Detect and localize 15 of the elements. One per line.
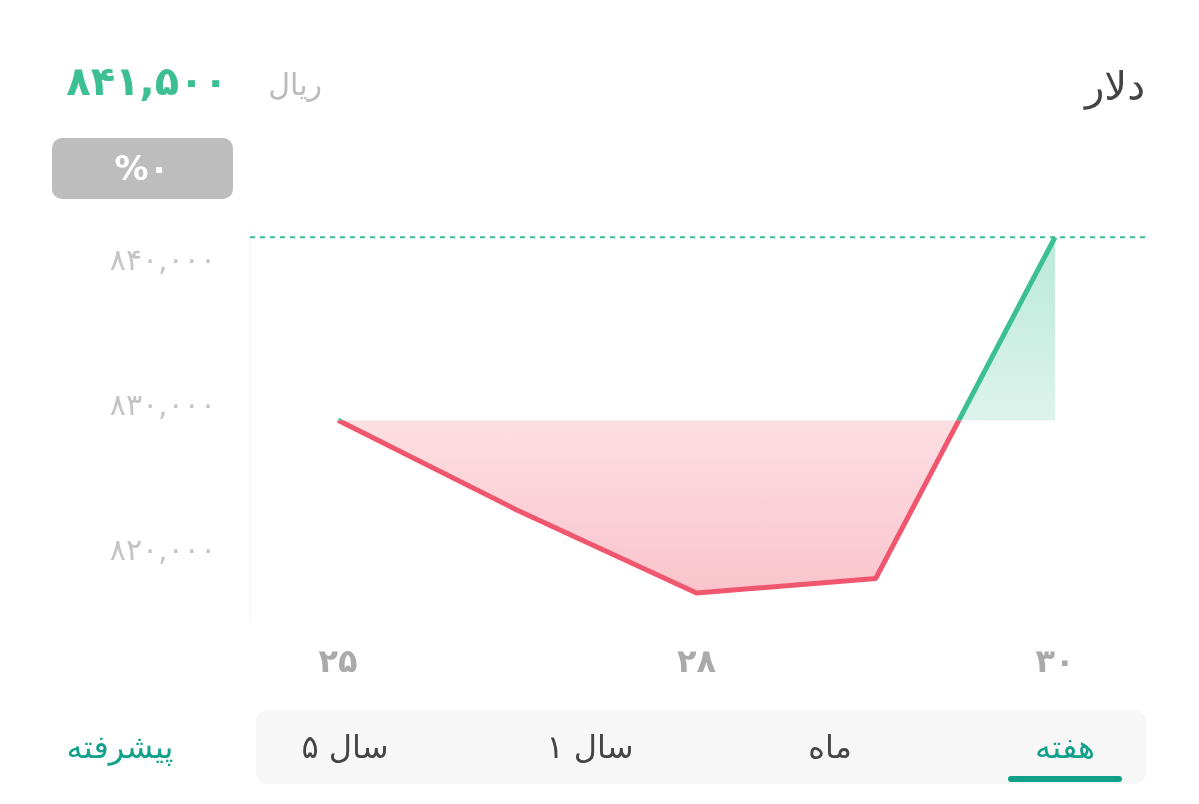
x-tick-label: ۲۵	[318, 642, 358, 680]
y-tick-label: ۸۳۰,۰۰۰	[109, 386, 216, 422]
text: پیشرفته	[66, 728, 174, 766]
text: %۰	[114, 148, 170, 188]
chart-title: دلار	[1083, 63, 1145, 110]
text: ریال	[268, 67, 322, 102]
text: ۸۴۱,۵۰۰	[66, 58, 228, 104]
text: هفته	[1035, 728, 1095, 766]
y-tick-label: ۸۴۰,۰۰۰	[109, 241, 216, 277]
text: ماه	[808, 728, 852, 766]
x-tick-label: ۲۸	[676, 642, 717, 680]
text: ۱ سال	[546, 728, 634, 766]
text: ۵ سال	[301, 728, 389, 766]
y-tick-label: ۸۲۰,۰۰۰	[109, 531, 216, 567]
x-tick-label: ۳۰	[1035, 642, 1075, 680]
